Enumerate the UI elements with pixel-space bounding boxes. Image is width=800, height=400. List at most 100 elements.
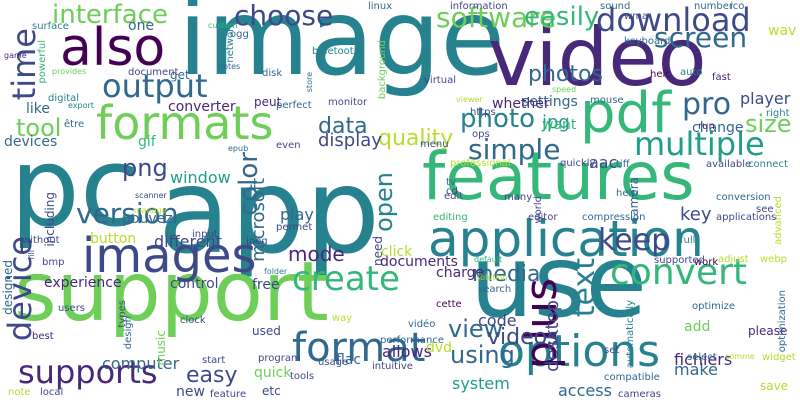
word-cd: cd bbox=[446, 186, 458, 197]
word-allows: allows bbox=[382, 342, 432, 361]
word-background: background bbox=[377, 40, 388, 100]
word-compatible: compatible bbox=[604, 372, 660, 383]
word-multiple: multiple bbox=[634, 125, 765, 163]
word-conversion: conversion bbox=[716, 192, 771, 203]
word-editing: editing bbox=[433, 212, 468, 223]
word-add: add bbox=[684, 319, 711, 335]
word-https: https bbox=[470, 107, 496, 118]
word-supports: supports bbox=[18, 353, 158, 391]
word-app: app bbox=[158, 142, 381, 280]
word-wma: wma bbox=[624, 11, 649, 22]
word-tiff: tiff bbox=[616, 159, 630, 170]
word-edit: edit bbox=[444, 191, 464, 202]
word-images: images bbox=[82, 228, 257, 284]
word-usage: usage bbox=[318, 357, 349, 368]
word-quick: quick bbox=[254, 365, 292, 381]
word-automatically: automatically bbox=[625, 300, 636, 369]
word-click: click bbox=[381, 244, 413, 260]
word-program: program bbox=[258, 353, 301, 364]
word-vidéo: vidéo bbox=[408, 319, 436, 330]
word-folder: folder bbox=[264, 267, 288, 276]
word-keyboard: keyboard bbox=[624, 36, 671, 47]
word-speed: speed bbox=[552, 85, 577, 94]
word-make: make bbox=[674, 360, 718, 379]
word-png: png bbox=[122, 154, 168, 182]
word-used: used bbox=[252, 324, 281, 338]
word-tool: tool bbox=[16, 114, 62, 142]
word-text: text bbox=[567, 258, 602, 318]
word-see: see bbox=[756, 204, 774, 215]
word-design: design bbox=[123, 316, 134, 350]
word-ogg: ogg bbox=[230, 29, 249, 40]
word-default: default bbox=[474, 255, 503, 264]
word-right: right bbox=[766, 108, 790, 119]
word-peut: peut bbox=[254, 95, 282, 109]
word-open: open bbox=[370, 172, 398, 232]
word-options: options bbox=[498, 326, 661, 377]
word-photos: photos bbox=[528, 62, 603, 87]
word-menu: menu bbox=[420, 139, 449, 150]
word-scanner: scanner bbox=[135, 191, 167, 200]
word-input: input bbox=[192, 229, 218, 240]
word-note: note bbox=[8, 387, 31, 398]
word-different: different bbox=[154, 232, 222, 251]
word-software: software bbox=[436, 1, 557, 34]
word-music: music bbox=[154, 330, 168, 366]
word-easily: easily bbox=[524, 2, 600, 32]
word-digital: digital bbox=[48, 93, 80, 104]
word-professional: professional bbox=[450, 158, 511, 169]
word-view: view bbox=[448, 315, 504, 343]
word-users: users bbox=[58, 303, 86, 314]
word-cameras: cameras bbox=[618, 389, 661, 400]
word-optimize: optimize bbox=[692, 301, 736, 312]
word-need: need bbox=[371, 236, 385, 266]
word-fichiers: fichiers bbox=[674, 350, 733, 369]
word-charge: charge bbox=[436, 265, 485, 281]
word-être: être bbox=[64, 119, 85, 130]
word-using: using bbox=[450, 341, 515, 369]
word-viewer: viewer bbox=[456, 95, 483, 104]
word-quality: quality bbox=[378, 126, 454, 151]
word-run: run bbox=[698, 121, 715, 132]
word-editor: editor bbox=[528, 212, 558, 223]
word-please: please bbox=[748, 324, 788, 338]
word-converter: converter bbox=[168, 99, 236, 115]
word-dvd: dvd bbox=[426, 340, 453, 356]
word-fill: fill bbox=[27, 250, 36, 260]
word-pro: pro bbox=[682, 87, 732, 122]
word-version: version bbox=[76, 197, 179, 230]
word-simple: simple bbox=[468, 133, 561, 166]
word-video: video bbox=[488, 11, 707, 104]
word-start: start bbox=[202, 355, 226, 366]
word-heic: heic bbox=[650, 69, 671, 80]
word-designed: designed bbox=[1, 260, 15, 315]
word-document: document bbox=[128, 67, 179, 78]
word-change: change bbox=[692, 120, 744, 136]
word-code: code bbox=[478, 311, 517, 330]
word-available: available bbox=[706, 159, 752, 170]
word-tv: tv bbox=[446, 177, 456, 188]
word-notes: notes bbox=[218, 62, 241, 71]
word-gif: gif bbox=[138, 134, 156, 150]
word-media: media bbox=[472, 262, 541, 287]
word-many: many bbox=[504, 192, 533, 203]
word-application: application bbox=[428, 210, 704, 268]
word-epub: epub bbox=[228, 144, 249, 153]
word-easy: easy bbox=[186, 363, 238, 388]
word-compression: compression bbox=[582, 212, 646, 223]
word-provides: provides bbox=[52, 67, 87, 76]
word-bluetooth: bluetooth bbox=[312, 46, 361, 57]
word-jpg: jpg bbox=[542, 112, 570, 133]
word-performance: performance bbox=[380, 335, 445, 346]
word-photo: photo bbox=[460, 104, 535, 134]
word-features: features bbox=[422, 138, 695, 215]
word-even: even bbox=[276, 140, 301, 151]
word-pdf: pdf bbox=[580, 81, 671, 146]
word-widget: widget bbox=[762, 352, 796, 363]
word-quickly: quickly bbox=[560, 158, 596, 169]
word-display: display bbox=[318, 130, 382, 151]
word-download: download bbox=[596, 1, 751, 39]
word-monitor: monitor bbox=[328, 97, 368, 108]
word-ico: ico bbox=[730, 1, 745, 12]
